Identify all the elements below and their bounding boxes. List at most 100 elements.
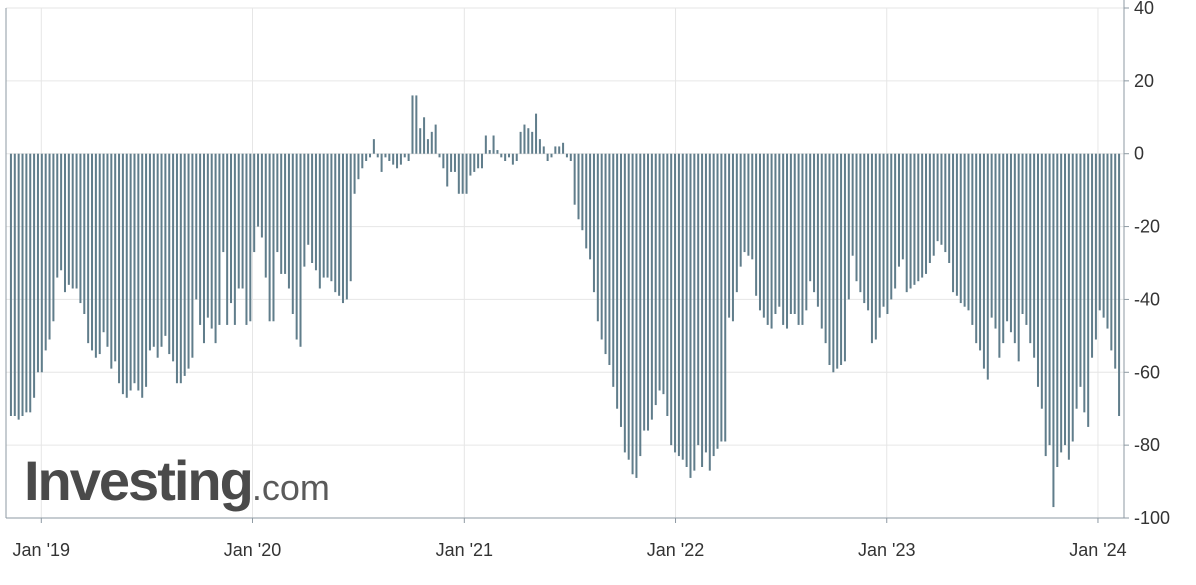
bar bbox=[322, 153, 325, 278]
bar bbox=[195, 153, 198, 300]
bar bbox=[758, 153, 761, 311]
bar bbox=[473, 153, 476, 172]
x-tick-label: Jan '23 bbox=[858, 540, 915, 560]
y-tick-label: 40 bbox=[1134, 0, 1154, 18]
bar bbox=[434, 124, 437, 154]
bar bbox=[635, 153, 638, 478]
bar bbox=[1094, 153, 1097, 340]
bar bbox=[1067, 153, 1070, 460]
bar bbox=[542, 146, 545, 154]
bar bbox=[1079, 153, 1082, 387]
bar bbox=[894, 153, 897, 289]
bar bbox=[824, 153, 827, 344]
x-tick-label: Jan '20 bbox=[224, 540, 281, 560]
bar bbox=[141, 153, 144, 398]
bar bbox=[616, 153, 619, 409]
bars bbox=[9, 95, 1121, 508]
investing-logo: Investing.com bbox=[24, 448, 330, 513]
bar bbox=[330, 153, 333, 282]
bar bbox=[731, 153, 734, 322]
bar bbox=[1025, 153, 1028, 325]
bar bbox=[399, 153, 402, 165]
bar bbox=[1110, 153, 1113, 351]
bar bbox=[643, 153, 646, 431]
bar bbox=[326, 153, 329, 278]
bar bbox=[307, 153, 310, 245]
bar bbox=[670, 153, 673, 446]
bar bbox=[500, 153, 503, 158]
bar bbox=[627, 153, 630, 460]
bar bbox=[241, 153, 244, 289]
bar bbox=[233, 153, 236, 325]
y-tick-label: 0 bbox=[1134, 144, 1144, 164]
bar bbox=[353, 153, 356, 194]
bar bbox=[1083, 153, 1086, 413]
bar bbox=[681, 153, 684, 460]
bar bbox=[562, 142, 565, 154]
y-tick-labels: 40 20 0 -20 -40 -60 -80 -100 bbox=[1134, 0, 1170, 528]
axes bbox=[5, 0, 1129, 523]
bar bbox=[133, 153, 136, 384]
bar bbox=[9, 153, 12, 416]
bar bbox=[801, 153, 804, 325]
bar bbox=[125, 153, 128, 398]
bar bbox=[743, 153, 746, 253]
y-tick-label: 20 bbox=[1134, 71, 1154, 91]
bar bbox=[897, 153, 900, 267]
bar bbox=[191, 153, 194, 358]
bar bbox=[770, 153, 773, 329]
bar bbox=[79, 153, 82, 304]
bar bbox=[48, 153, 51, 340]
bar bbox=[774, 153, 777, 314]
bar bbox=[1048, 153, 1051, 446]
bar bbox=[13, 153, 16, 416]
bar bbox=[334, 153, 337, 293]
bar bbox=[129, 153, 132, 391]
bar bbox=[187, 153, 190, 369]
bar bbox=[921, 153, 924, 278]
bar bbox=[338, 153, 341, 296]
bar bbox=[199, 153, 202, 325]
bar bbox=[523, 124, 526, 154]
x-tick-labels: Jan '19 Jan '20 Jan '21 Jan '22 Jan '23 Jan '… bbox=[13, 540, 1127, 560]
bar bbox=[291, 153, 294, 314]
bar bbox=[944, 153, 947, 253]
bar bbox=[685, 153, 688, 467]
bar bbox=[25, 153, 28, 413]
bar bbox=[1002, 153, 1005, 344]
bar bbox=[704, 153, 707, 453]
bar bbox=[677, 153, 680, 457]
bar bbox=[971, 153, 974, 325]
bar bbox=[230, 153, 233, 304]
bar bbox=[631, 153, 634, 475]
bar bbox=[867, 153, 870, 311]
bar bbox=[986, 153, 989, 380]
bar bbox=[303, 153, 306, 267]
bar bbox=[511, 153, 514, 165]
bar bbox=[955, 153, 958, 296]
bar bbox=[384, 153, 387, 158]
bar bbox=[164, 153, 167, 336]
bar bbox=[538, 139, 541, 154]
bar bbox=[1071, 153, 1074, 442]
bar bbox=[1114, 153, 1117, 369]
bar bbox=[728, 153, 731, 318]
bar bbox=[863, 153, 866, 304]
bar bbox=[932, 153, 935, 256]
bar bbox=[1017, 153, 1020, 362]
bar bbox=[797, 153, 800, 325]
bar bbox=[349, 153, 352, 282]
logo-tld: .com bbox=[251, 467, 330, 508]
bar bbox=[276, 153, 279, 253]
bar bbox=[245, 153, 248, 325]
bar bbox=[701, 153, 704, 467]
bar bbox=[762, 153, 765, 318]
bar bbox=[658, 153, 661, 391]
bar bbox=[87, 153, 90, 344]
bar bbox=[535, 113, 538, 154]
bar bbox=[720, 153, 723, 442]
bar bbox=[689, 153, 692, 478]
bar bbox=[29, 153, 32, 413]
bar bbox=[168, 153, 171, 355]
bar bbox=[558, 146, 561, 154]
